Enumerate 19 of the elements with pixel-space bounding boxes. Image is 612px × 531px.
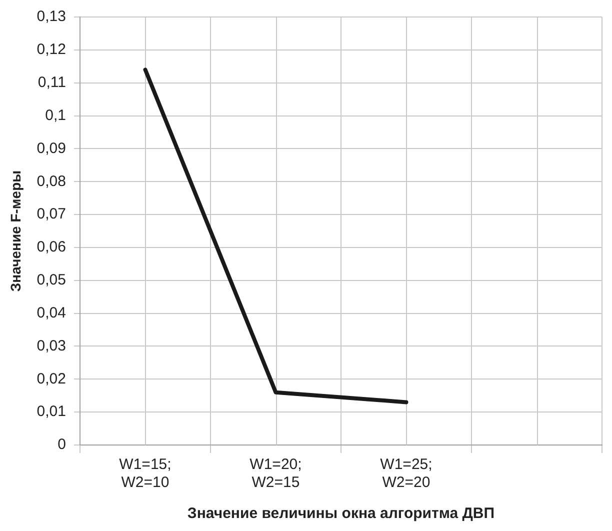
- x-axis-title: Значение величины окна алгоритма ДВП: [187, 505, 495, 522]
- y-tick-label: 0,05: [36, 272, 66, 289]
- y-tick-label: 0,1: [45, 106, 66, 124]
- y-tick-label: 0,08: [36, 172, 66, 190]
- y-tick-label: 0,11: [38, 74, 66, 91]
- y-tick-label: 0,03: [36, 337, 66, 354]
- y-tick-label: 0: [58, 436, 66, 454]
- x-tick-label: W1=15; W2=10: [119, 456, 172, 492]
- y-tick-label: 0,01: [36, 403, 66, 420]
- y-tick-label: 0,13: [36, 8, 66, 26]
- y-tick-label: 0,07: [36, 206, 66, 223]
- y-tick-label: 0,09: [36, 140, 66, 157]
- x-tick-label: W1=25; W2=20: [380, 456, 432, 492]
- y-tick-label: 0,04: [36, 304, 66, 322]
- y-tick-label: 0,06: [36, 238, 66, 256]
- y-tick-label: 0,02: [36, 370, 66, 388]
- x-tick-label: W1=20; W2=15: [250, 456, 302, 492]
- y-axis-title: Значение F-меры: [7, 170, 24, 292]
- y-tick-label: 0,12: [36, 41, 66, 58]
